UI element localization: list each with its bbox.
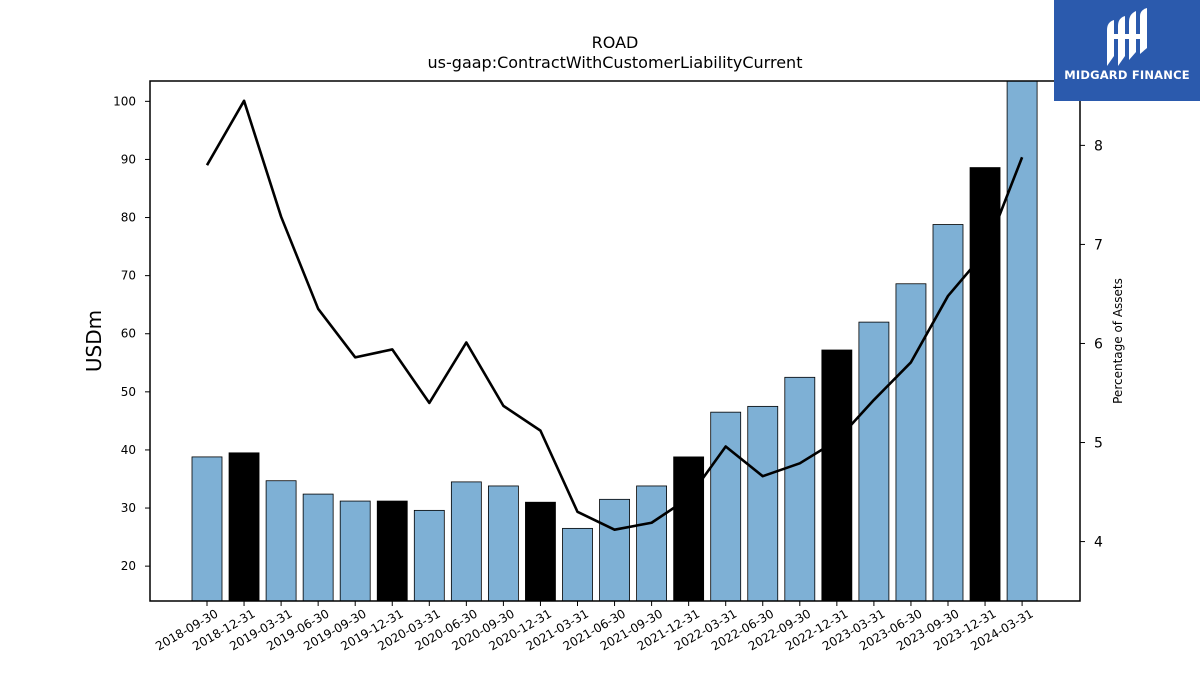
bar-2021-03-31 xyxy=(562,527,593,602)
bar-2019-12-31 xyxy=(376,500,408,602)
bar-2018-09-30 xyxy=(191,456,223,602)
bar-2019-03-31 xyxy=(265,480,297,602)
y-tick-label-left: 20 xyxy=(121,559,136,573)
y-tick-label-right: 8 xyxy=(1094,138,1103,154)
y-tick-label-left: 60 xyxy=(121,327,136,341)
bar-2024-03-31 xyxy=(1006,80,1038,602)
line-series xyxy=(205,99,1024,531)
bar-2023-03-31 xyxy=(858,321,890,602)
midgard-logo-icon xyxy=(1107,8,1147,66)
percentage-of-assets-line xyxy=(205,99,1024,531)
y-tick-label-right: 4 xyxy=(1094,535,1103,551)
bar-2022-12-31 xyxy=(821,349,853,602)
bar-2020-03-31 xyxy=(413,509,445,602)
y-tick-label-left: 90 xyxy=(121,152,136,166)
bar-2020-12-31 xyxy=(525,501,556,602)
bar-2018-12-31 xyxy=(228,452,260,602)
y-tick-label-left: 70 xyxy=(121,269,136,283)
y-tick-label-right: 6 xyxy=(1094,336,1103,352)
y-axis-label-right: Percentage of Assets xyxy=(1111,278,1125,404)
chart-title: ROAD xyxy=(592,33,639,52)
bar-2023-06-30 xyxy=(895,283,927,602)
y-axis-label-left: USDm xyxy=(82,310,106,372)
bar-2023-09-30 xyxy=(932,224,964,602)
bar-2022-06-30 xyxy=(747,405,779,602)
bar-2023-12-31 xyxy=(969,167,1001,602)
bar-2022-03-31 xyxy=(710,411,742,602)
y-tick-label-left: 80 xyxy=(121,211,136,225)
y-tick-label-left: 40 xyxy=(121,443,136,457)
logo-text: MIDGARD FINANCE xyxy=(1064,68,1190,82)
bar-2021-12-31 xyxy=(673,456,705,602)
y-tick-label-right: 5 xyxy=(1094,436,1103,452)
bar-2019-06-30 xyxy=(302,493,334,602)
chart-subtitle: us-gaap:ContractWithCustomerLiabilityCur… xyxy=(428,53,803,72)
y-tick-label-left: 100 xyxy=(113,94,136,108)
bar-2019-09-30 xyxy=(339,500,371,602)
y-tick-label-left: 50 xyxy=(121,385,136,399)
bar-2021-09-30 xyxy=(636,485,667,602)
y-tick-label-left: 30 xyxy=(121,501,136,515)
bar-2022-09-30 xyxy=(784,376,816,602)
midgard-finance-logo: MIDGARD FINANCE xyxy=(1054,0,1200,101)
bar-2020-06-30 xyxy=(450,481,482,602)
y-tick-label-right: 7 xyxy=(1094,237,1103,253)
bar-2021-06-30 xyxy=(599,498,630,602)
bar-2020-09-30 xyxy=(487,485,519,602)
bar-series xyxy=(191,80,1038,602)
